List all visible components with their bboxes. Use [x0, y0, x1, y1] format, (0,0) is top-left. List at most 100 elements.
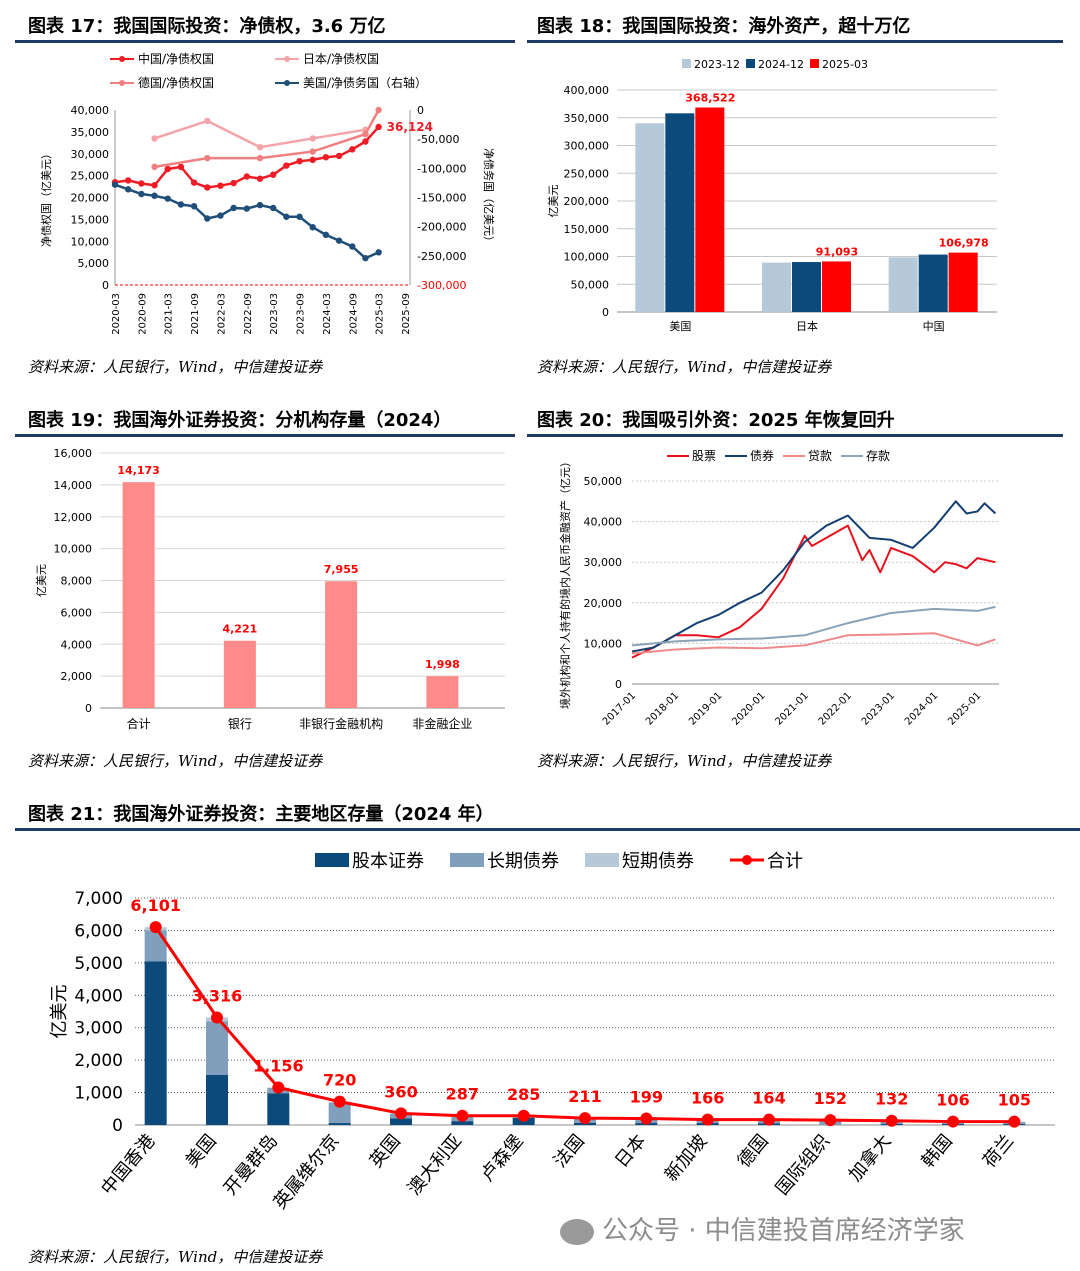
- legend-marker: [119, 56, 125, 62]
- stacked-bar-segment: [206, 1074, 228, 1125]
- chart18-rule: [527, 40, 1063, 43]
- x-tick-label: 2024-09: [348, 293, 359, 335]
- total-point: [333, 1095, 346, 1108]
- y-tick-label: 35,000: [71, 126, 110, 139]
- y-tick-label: 10,000: [584, 637, 623, 650]
- series-point: [309, 224, 316, 231]
- x-tick-label: 卢森堡: [477, 1131, 528, 1186]
- y-axis-label: 净债权国（亿美元）: [39, 148, 53, 247]
- total-point: [149, 921, 162, 934]
- y-tick-label: 6,000: [74, 921, 123, 941]
- bar: [948, 252, 978, 312]
- x-tick-label: 2024-03: [322, 293, 333, 335]
- bar: [888, 257, 918, 312]
- bar: [918, 254, 948, 312]
- total-data-label: 211: [568, 1087, 601, 1106]
- legend-marker: [119, 80, 125, 86]
- x-tick-label: 2017-01: [601, 690, 638, 727]
- chart17-title: 图表 17：我国国际投资：净债权，3.6 万亿: [28, 16, 386, 37]
- chart21-source: 资料来源：人民银行，Wind，中信建投证券: [28, 1248, 323, 1266]
- stacked-bar-segment: [144, 961, 167, 1125]
- bar: [695, 107, 725, 312]
- series-point: [190, 203, 198, 210]
- x-tick-label: 德国: [734, 1131, 773, 1172]
- data-label: 106,978: [939, 237, 989, 250]
- legend-label: 存款: [866, 449, 890, 463]
- y-tick-label: 0: [102, 279, 109, 292]
- series-point: [322, 231, 330, 239]
- x-tick-label: 中国: [923, 320, 945, 333]
- legend-label: 2023-12: [694, 58, 740, 71]
- series-point: [151, 163, 158, 171]
- x-tick-label: 荷兰: [979, 1131, 1018, 1172]
- series-point: [256, 143, 264, 151]
- bar: [635, 123, 665, 312]
- legend-marker: [284, 56, 290, 62]
- total-data-label: 1,156: [253, 1057, 304, 1076]
- series-line-存款: [631, 605, 996, 647]
- legend-label: 合计: [767, 851, 803, 872]
- y-tick-label: 3,000: [74, 1019, 123, 1039]
- series-point: [375, 249, 382, 256]
- chart19-title: 图表 19：我国海外证券投资：分机构存量（2024）: [28, 410, 452, 431]
- y-tick-label: 50,000: [571, 278, 610, 291]
- series-point: [230, 204, 237, 212]
- series-point: [204, 215, 211, 222]
- data-label: 7,955: [324, 563, 359, 576]
- series-point: [349, 243, 356, 250]
- y-tick-label: 100,000: [564, 251, 610, 264]
- y-tick-label: 0: [615, 678, 622, 691]
- chart19-source: 资料来源：人民银行，Wind，中信建投证券: [28, 752, 323, 770]
- legend-swatch: [315, 853, 349, 867]
- y-tick-label: 16,000: [54, 447, 93, 460]
- x-tick-label: 国际组织: [772, 1131, 834, 1200]
- y-tick-label: 350,000: [564, 112, 610, 125]
- y-tick-label: 30,000: [584, 556, 623, 569]
- stacked-bar-segment: [328, 1123, 351, 1125]
- y-tick-label: 7,000: [74, 889, 123, 909]
- x-tick-label: 银行: [228, 717, 252, 731]
- y-axis-label: 亿美元: [35, 564, 48, 597]
- series-point: [349, 146, 356, 153]
- stacked-bar-segment: [267, 1093, 290, 1125]
- series-point: [335, 152, 343, 160]
- total-data-label: 152: [814, 1089, 847, 1108]
- legend-swatch: [585, 853, 619, 867]
- total-point: [456, 1109, 469, 1122]
- series-line-德国/净债权国: [154, 109, 380, 169]
- legend-label: 债券: [750, 448, 774, 463]
- series-point: [164, 165, 171, 173]
- x-tick-label: 2020-03: [111, 293, 122, 335]
- bar: [665, 113, 695, 312]
- x-tick-label: 2022-01: [817, 690, 854, 727]
- watermark: 公众号 · 中信建投首席经济学家: [560, 1210, 965, 1247]
- legend-swatch: [810, 59, 819, 68]
- legend-marker: [284, 80, 290, 86]
- total-data-label: 132: [875, 1090, 908, 1109]
- stacked-bar-segment: [144, 930, 167, 962]
- data-label: 14,173: [117, 464, 159, 477]
- y-tick-label: 50,000: [584, 475, 623, 488]
- y2-tick-label: -150,000: [417, 192, 466, 205]
- legend-label: 日本/净债权国: [303, 52, 379, 66]
- series-point: [322, 154, 330, 161]
- x-tick-label: 非金融企业: [412, 716, 472, 731]
- legend-label: 短期债券: [622, 851, 694, 872]
- bar: [122, 482, 155, 708]
- bar: [822, 261, 851, 312]
- total-data-label: 166: [691, 1089, 724, 1108]
- x-tick-label: 开曼群岛: [220, 1131, 282, 1200]
- chart17-svg: 0 5,000 10,000 15,000 20,000 25,000 30,000 35,0…: [39, 51, 496, 335]
- series-point: [151, 192, 158, 199]
- y-tick-label: 0: [85, 702, 92, 715]
- y-tick-label: 8,000: [61, 575, 93, 588]
- series-point: [151, 135, 158, 142]
- x-tick-label: 2025-01: [946, 690, 983, 727]
- y-tick-label: 5,000: [74, 954, 123, 974]
- x-tick-label: 加拿大: [844, 1130, 896, 1186]
- series-line-股票: [631, 524, 996, 659]
- series-point: [124, 186, 132, 193]
- y-tick-label: 0: [112, 1116, 123, 1136]
- total-point: [947, 1115, 959, 1128]
